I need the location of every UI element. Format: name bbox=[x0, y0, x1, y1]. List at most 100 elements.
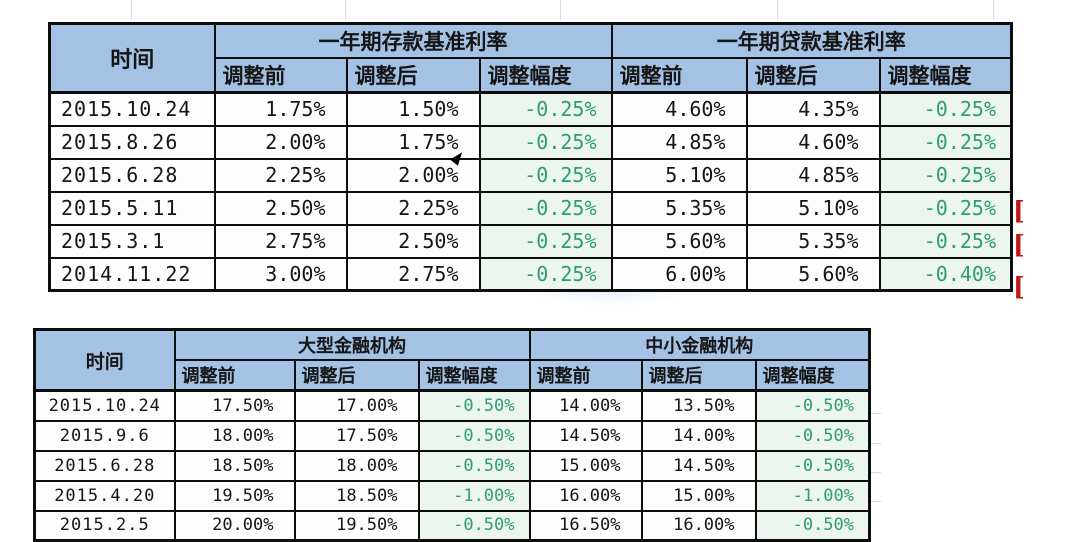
rate-cell[interactable]: 19.50% bbox=[173, 479, 296, 512]
rate-cell[interactable]: 4.60% bbox=[610, 91, 748, 127]
rate-cell[interactable]: 18.50% bbox=[173, 449, 296, 482]
col-header-change[interactable]: 调整幅度 bbox=[754, 359, 871, 392]
date-cell[interactable]: 2015.9.6 bbox=[33, 419, 176, 452]
rate-cell[interactable]: 5.10% bbox=[745, 190, 881, 226]
rate-cell[interactable]: 5.10% bbox=[610, 157, 748, 193]
col-header-change[interactable]: 调整幅度 bbox=[417, 359, 531, 392]
rate-cell[interactable]: 14.50% bbox=[528, 419, 643, 452]
rate-cell[interactable]: 2.25% bbox=[345, 190, 481, 226]
rate-cell[interactable]: 17.50% bbox=[293, 419, 420, 452]
excel-gridline-tick bbox=[869, 472, 881, 473]
rate-cell[interactable]: 14.00% bbox=[528, 389, 643, 422]
deposit-rate-group-header[interactable]: 一年期存款基准利率 bbox=[213, 22, 613, 59]
col-header-before[interactable]: 调整前 bbox=[610, 57, 748, 94]
rate-cell[interactable]: 15.00% bbox=[640, 479, 757, 512]
rate-cell[interactable]: 18.50% bbox=[293, 479, 420, 512]
rate-cell[interactable]: 14.00% bbox=[640, 419, 757, 452]
date-cell[interactable]: 2014.11.22 bbox=[48, 256, 216, 292]
col-header-after[interactable]: 调整后 bbox=[640, 359, 757, 392]
rate-cell[interactable]: 3.00% bbox=[213, 256, 348, 292]
time-column-header[interactable]: 时间 bbox=[33, 328, 176, 392]
large-institution-group-header[interactable]: 大型金融机构 bbox=[173, 328, 531, 361]
change-cell[interactable]: -0.25% bbox=[478, 157, 613, 193]
rate-cell[interactable]: 18.00% bbox=[293, 449, 420, 482]
date-cell[interactable]: 2015.6.28 bbox=[33, 449, 176, 482]
col-header-after[interactable]: 调整后 bbox=[293, 359, 420, 392]
change-cell[interactable]: -0.25% bbox=[878, 190, 1013, 226]
rate-cell[interactable]: 17.50% bbox=[173, 389, 296, 422]
rate-cell[interactable]: 2.75% bbox=[345, 256, 481, 292]
col-header-after[interactable]: 调整后 bbox=[745, 57, 881, 94]
change-cell[interactable]: -0.40% bbox=[878, 256, 1013, 292]
rate-cell[interactable]: 4.60% bbox=[745, 124, 881, 160]
change-cell[interactable]: -0.25% bbox=[478, 190, 613, 226]
change-cell[interactable]: -0.50% bbox=[754, 389, 871, 422]
rate-cell[interactable]: 4.35% bbox=[745, 91, 881, 127]
rate-cell[interactable]: 13.50% bbox=[640, 389, 757, 422]
red-bracket-annotation: [ bbox=[1013, 272, 1025, 301]
rate-cell[interactable]: 5.60% bbox=[745, 256, 881, 292]
rate-cell[interactable]: 16.50% bbox=[528, 509, 643, 542]
rate-cell[interactable]: 4.85% bbox=[610, 124, 748, 160]
rate-cell[interactable]: 16.00% bbox=[640, 509, 757, 542]
date-cell[interactable]: 2015.6.28 bbox=[48, 157, 216, 193]
rate-cell[interactable]: 2.75% bbox=[213, 223, 348, 259]
change-cell[interactable]: -0.25% bbox=[478, 256, 613, 292]
change-cell[interactable]: -1.00% bbox=[417, 479, 531, 512]
rate-cell[interactable]: 5.60% bbox=[610, 223, 748, 259]
col-header-before[interactable]: 调整前 bbox=[528, 359, 643, 392]
change-cell[interactable]: -0.25% bbox=[878, 124, 1013, 160]
date-cell[interactable]: 2015.3.1 bbox=[48, 223, 216, 259]
date-cell[interactable]: 2015.4.20 bbox=[33, 479, 176, 512]
rate-cell[interactable]: 5.35% bbox=[745, 223, 881, 259]
rate-cell[interactable]: 5.35% bbox=[610, 190, 748, 226]
change-cell[interactable]: -0.50% bbox=[417, 419, 531, 452]
change-cell[interactable]: -0.50% bbox=[754, 509, 871, 542]
change-cell[interactable]: -0.25% bbox=[878, 157, 1013, 193]
small-medium-institution-group-header[interactable]: 中小金融机构 bbox=[528, 328, 871, 361]
rate-cell[interactable]: 6.00% bbox=[610, 256, 748, 292]
change-cell[interactable]: -0.50% bbox=[417, 509, 531, 542]
date-cell[interactable]: 2015.5.11 bbox=[48, 190, 216, 226]
rate-cell[interactable]: 4.85% bbox=[745, 157, 881, 193]
rate-cell[interactable]: 16.00% bbox=[528, 479, 643, 512]
change-cell[interactable]: -0.50% bbox=[417, 389, 531, 422]
table-row: 2015.5.11 2.50% 2.25% -0.25% 5.35% 5.10%… bbox=[48, 190, 1013, 226]
rate-cell[interactable]: 17.00% bbox=[293, 389, 420, 422]
col-header-change[interactable]: 调整幅度 bbox=[478, 57, 613, 94]
change-cell[interactable]: -0.25% bbox=[478, 223, 613, 259]
rate-cell[interactable]: 20.00% bbox=[173, 509, 296, 542]
rate-cell[interactable]: 1.50% bbox=[345, 91, 481, 127]
change-cell[interactable]: -0.25% bbox=[878, 91, 1013, 127]
date-cell[interactable]: 2015.2.5 bbox=[33, 509, 176, 542]
time-column-header[interactable]: 时间 bbox=[48, 22, 216, 94]
rate-cell[interactable]: 2.50% bbox=[345, 223, 481, 259]
rate-cell[interactable]: 1.75% bbox=[213, 91, 348, 127]
rate-cell[interactable]: 19.50% bbox=[293, 509, 420, 542]
rate-cell[interactable]: 2.25% bbox=[213, 157, 348, 193]
date-cell[interactable]: 2015.10.24 bbox=[48, 91, 216, 127]
rate-cell[interactable]: 15.00% bbox=[528, 449, 643, 482]
change-cell[interactable]: -0.50% bbox=[417, 449, 531, 482]
rate-cell[interactable]: 18.00% bbox=[173, 419, 296, 452]
change-cell[interactable]: -0.50% bbox=[754, 419, 871, 452]
rate-cell[interactable]: 2.00% bbox=[213, 124, 348, 160]
change-cell[interactable]: -0.50% bbox=[754, 449, 871, 482]
rate-cell[interactable]: 2.00% bbox=[345, 157, 481, 193]
rate-cell[interactable]: 1.75% bbox=[345, 124, 481, 160]
rate-cell[interactable]: 2.50% bbox=[213, 190, 348, 226]
benchmark-rate-table: 时间 一年期存款基准利率 一年期贷款基准利率 调整前 调整后 调整幅度 调整前 … bbox=[48, 22, 1014, 292]
col-header-after[interactable]: 调整后 bbox=[345, 57, 481, 94]
rate-cell[interactable]: 14.50% bbox=[640, 449, 757, 482]
loan-rate-group-header[interactable]: 一年期贷款基准利率 bbox=[610, 22, 1013, 59]
col-header-change[interactable]: 调整幅度 bbox=[878, 57, 1013, 94]
date-cell[interactable]: 2015.8.26 bbox=[48, 124, 216, 160]
change-cell[interactable]: -0.25% bbox=[478, 124, 613, 160]
change-cell[interactable]: -0.25% bbox=[878, 223, 1013, 259]
table-row: 2015.4.20 19.50% 18.50% -1.00% 16.00% 15… bbox=[33, 479, 871, 512]
change-cell[interactable]: -1.00% bbox=[754, 479, 871, 512]
col-header-before[interactable]: 调整前 bbox=[213, 57, 348, 94]
date-cell[interactable]: 2015.10.24 bbox=[33, 389, 176, 422]
change-cell[interactable]: -0.25% bbox=[478, 91, 613, 127]
col-header-before[interactable]: 调整前 bbox=[173, 359, 296, 392]
